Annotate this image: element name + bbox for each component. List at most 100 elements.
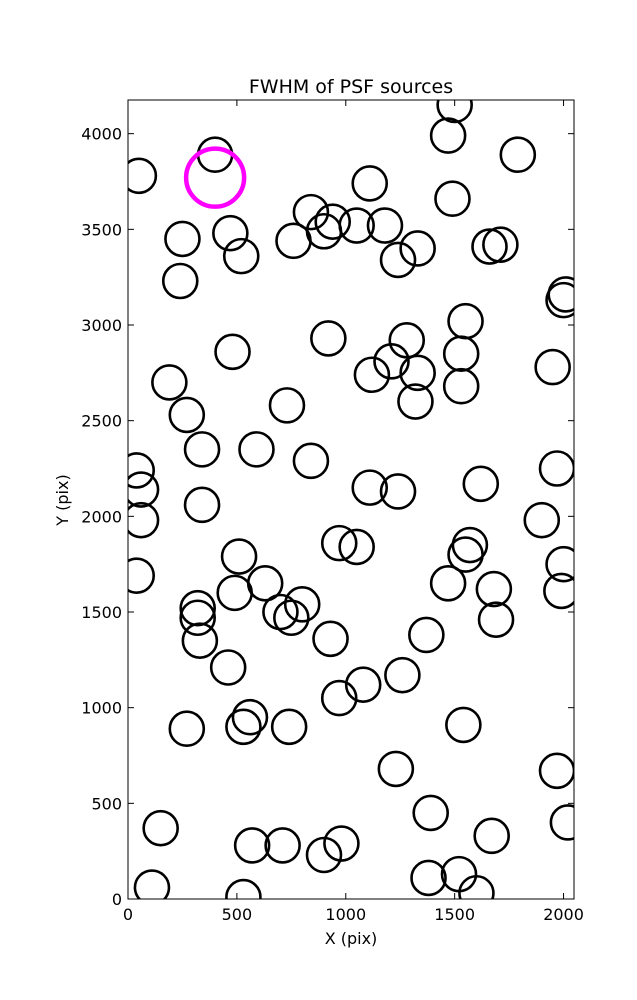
y-tick-label: 1500 — [81, 603, 122, 622]
psf-source-marker — [196, 136, 234, 174]
psf-source-marker — [212, 214, 249, 252]
psf-source-marker — [366, 207, 404, 244]
psf-source-marker — [482, 226, 519, 263]
psf-source-marker — [410, 859, 447, 897]
psf-source-marker — [397, 383, 434, 420]
psf-source-marker — [434, 180, 471, 218]
psf-source-marker — [305, 212, 343, 250]
psf-source-marker — [183, 431, 221, 468]
x-tick-label: 0 — [123, 905, 133, 924]
tick-labels: 0 500 1000 1500 2000 0 500 1000 1500 2000 2500 3000… — [81, 125, 584, 924]
psf-source-marker — [268, 387, 306, 424]
psf-source-marker — [429, 117, 467, 154]
psf-source-marker — [534, 348, 571, 386]
psf-source-marker — [377, 750, 415, 788]
y-axis-label: Y (pix) — [53, 474, 72, 526]
y-tick-label: 500 — [91, 794, 122, 813]
psf-source-marker — [161, 262, 199, 300]
psf-source-marker — [283, 586, 321, 623]
psf-source-marker — [440, 855, 478, 893]
psf-source-marker — [429, 565, 467, 602]
psf-source-marker — [314, 203, 352, 240]
psf-source-marker — [238, 431, 275, 468]
psf-source-marker — [351, 469, 389, 506]
y-tick-label: 1000 — [81, 699, 122, 718]
psf-source-marker — [168, 396, 206, 434]
x-tick-label: 2000 — [543, 905, 584, 924]
psf-source-marker — [447, 302, 484, 340]
psf-source-marker — [273, 599, 310, 637]
chart-title: FWHM of PSF sources — [249, 76, 453, 98]
psf-source-marker — [338, 528, 375, 566]
psf-source-marker — [379, 473, 417, 510]
psf-source-marker — [538, 450, 574, 487]
psf-source-marker — [458, 874, 495, 899]
psf-source-marker — [353, 356, 391, 394]
psf-source-marker — [549, 804, 574, 841]
psf-source-marker — [128, 471, 160, 508]
psf-source-marker — [179, 599, 216, 637]
y-tick-label: 2000 — [81, 507, 122, 526]
psf-source-marker — [233, 827, 271, 864]
psf-source-marker — [128, 501, 160, 539]
psf-source-marker — [128, 557, 156, 594]
psf-source-marker — [151, 364, 188, 401]
psf-source-marker — [225, 708, 262, 746]
x-axis-label: X (pix) — [325, 929, 378, 948]
psf-source-marker — [225, 878, 262, 899]
psf-source-marker — [442, 335, 480, 373]
psf-source-marker — [292, 442, 330, 480]
psf-source-marker — [351, 165, 389, 202]
psf-source-marker — [128, 452, 156, 489]
psf-source-marker — [320, 524, 358, 562]
psf-source-marker — [164, 220, 201, 258]
psf-source-marker — [442, 367, 480, 405]
x-tick-label: 1000 — [325, 905, 366, 924]
psf-source-marker — [475, 570, 513, 608]
psf-source-marker — [373, 343, 410, 380]
y-tick-label: 4000 — [81, 125, 122, 144]
psf-source-marker — [399, 354, 436, 392]
data-points — [128, 100, 574, 899]
y-tick-label: 0 — [112, 890, 122, 909]
x-tick-label: 1500 — [434, 905, 475, 924]
psf-source-marker — [310, 320, 347, 357]
psf-source-marker — [312, 620, 349, 658]
highlighted-psf-source-marker — [183, 146, 247, 209]
psf-source-marker — [181, 622, 219, 660]
psf-source-marker — [543, 572, 574, 610]
psf-source-marker — [379, 241, 417, 279]
psf-source-marker — [128, 157, 158, 195]
psf-source-marker — [477, 601, 515, 638]
psf-source-marker — [262, 593, 299, 631]
psf-source-marker — [344, 666, 382, 704]
psf-source-marker — [214, 333, 251, 371]
psf-source-marker — [275, 222, 312, 260]
psf-source-marker — [523, 501, 561, 539]
psf-source-marker — [538, 752, 574, 790]
psf-source-marker — [209, 649, 247, 686]
psf-source-marker — [473, 817, 510, 855]
psf-source-marker — [264, 827, 301, 864]
psf-source-marker — [220, 538, 258, 575]
psf-source-marker — [270, 708, 308, 746]
psf-source-marker — [471, 228, 508, 265]
psf-source-marker — [222, 237, 260, 275]
x-tick-label: 500 — [222, 905, 253, 924]
psf-source-marker — [142, 809, 179, 847]
psf-source-marker — [320, 679, 358, 717]
psf-source-marker — [412, 794, 450, 832]
psf-source-marker — [545, 545, 574, 583]
psf-source-marker — [292, 193, 330, 231]
axis-ticks — [127, 100, 574, 900]
y-tick-label: 2500 — [81, 412, 122, 431]
psf-source-marker — [384, 656, 421, 694]
y-tick-label: 3500 — [81, 220, 122, 239]
y-tick-label: 3000 — [81, 316, 122, 335]
psf-source-marker — [168, 710, 206, 748]
psf-source-marker — [133, 869, 171, 899]
psf-source-marker — [231, 698, 269, 736]
psf-source-marker — [436, 100, 473, 124]
psf-source-marker — [462, 465, 500, 503]
